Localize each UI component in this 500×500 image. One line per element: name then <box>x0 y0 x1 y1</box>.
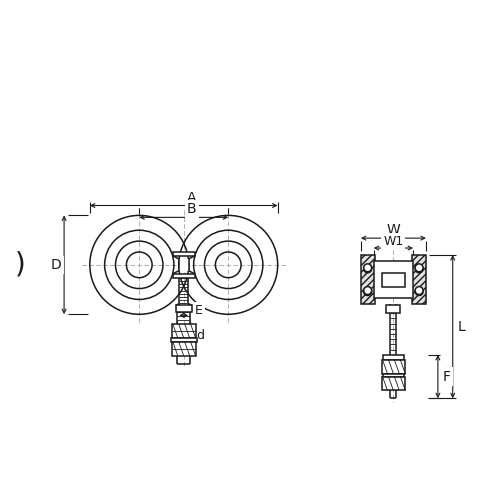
Circle shape <box>415 286 423 294</box>
Bar <box>172 324 196 338</box>
Text: D: D <box>51 258 62 272</box>
Circle shape <box>364 264 372 272</box>
Text: W1: W1 <box>384 234 404 248</box>
Text: B: B <box>187 202 196 216</box>
Bar <box>173 274 195 278</box>
Text: ): ) <box>15 251 26 279</box>
Text: L: L <box>458 320 466 334</box>
Text: F: F <box>443 370 451 384</box>
Circle shape <box>415 265 423 272</box>
Bar <box>176 306 192 312</box>
Bar <box>382 355 404 360</box>
Bar <box>374 261 413 298</box>
Bar <box>382 360 406 374</box>
Bar <box>382 374 404 376</box>
Text: A: A <box>187 190 196 204</box>
Circle shape <box>415 264 423 272</box>
Bar <box>173 252 195 256</box>
Bar <box>382 272 406 286</box>
Bar <box>179 259 188 271</box>
Bar <box>171 338 196 342</box>
Bar <box>172 342 196 356</box>
Circle shape <box>364 286 372 294</box>
Bar <box>361 255 374 304</box>
Text: d: d <box>196 328 204 342</box>
Text: E: E <box>195 304 203 317</box>
Bar <box>386 306 400 314</box>
Circle shape <box>364 265 372 272</box>
Circle shape <box>415 288 423 296</box>
Text: W: W <box>386 223 400 237</box>
Bar <box>382 376 406 390</box>
Circle shape <box>364 288 372 296</box>
Bar <box>412 255 426 304</box>
